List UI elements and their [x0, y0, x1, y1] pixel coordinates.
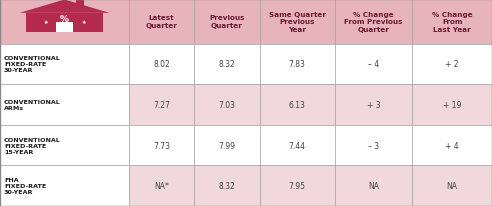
Text: + 4: + 4: [445, 141, 459, 150]
Text: NA*: NA*: [154, 181, 169, 190]
Text: % Change
From Previous
Quarter: % Change From Previous Quarter: [344, 12, 402, 33]
Text: 6.13: 6.13: [289, 101, 306, 109]
Text: 8.02: 8.02: [153, 60, 170, 69]
Bar: [412, 0, 492, 44]
Bar: [26, 14, 103, 32]
Text: + 2: + 2: [445, 60, 459, 69]
Bar: [129, 166, 194, 206]
Text: Same Quarter
Previous
Year: Same Quarter Previous Year: [269, 12, 326, 33]
Bar: [260, 125, 335, 166]
Text: ♠: ♠: [43, 20, 47, 25]
Bar: [260, 44, 335, 85]
Text: – 4: – 4: [368, 60, 379, 69]
Bar: [194, 44, 260, 85]
Text: 7.95: 7.95: [289, 181, 306, 190]
Text: Latest
Quarter: Latest Quarter: [146, 15, 178, 29]
Bar: [412, 125, 492, 166]
Bar: [335, 166, 412, 206]
Bar: [0, 125, 129, 166]
Bar: [76, 0, 84, 8]
Text: + 19: + 19: [443, 101, 461, 109]
Text: 7.27: 7.27: [153, 101, 170, 109]
Bar: [194, 166, 260, 206]
Text: 7.83: 7.83: [289, 60, 306, 69]
Text: FHA
FIXED-RATE
30-YEAR: FHA FIXED-RATE 30-YEAR: [4, 177, 46, 194]
Text: %: %: [60, 15, 69, 24]
Text: CONVENTIONAL
ARMs: CONVENTIONAL ARMs: [4, 99, 61, 110]
Bar: [412, 85, 492, 125]
Text: Previous
Quarter: Previous Quarter: [209, 15, 245, 29]
Bar: [335, 44, 412, 85]
Bar: [194, 125, 260, 166]
Text: 7.44: 7.44: [289, 141, 306, 150]
Bar: [335, 125, 412, 166]
Bar: [335, 85, 412, 125]
Text: ♠: ♠: [82, 20, 86, 25]
Bar: [129, 125, 194, 166]
Bar: [194, 85, 260, 125]
Text: 7.73: 7.73: [153, 141, 170, 150]
Polygon shape: [20, 0, 109, 14]
Text: 7.03: 7.03: [218, 101, 236, 109]
Bar: [129, 85, 194, 125]
Bar: [0, 166, 129, 206]
Text: NA: NA: [368, 181, 379, 190]
Bar: [0, 0, 129, 44]
Bar: [56, 23, 73, 32]
Text: + 3: + 3: [367, 101, 380, 109]
Bar: [335, 0, 412, 44]
Text: % Change
From
Last Year: % Change From Last Year: [432, 12, 472, 33]
Text: 7.99: 7.99: [218, 141, 236, 150]
Text: CONVENTIONAL
FIXED-RATE
15-YEAR: CONVENTIONAL FIXED-RATE 15-YEAR: [4, 137, 61, 154]
Bar: [194, 0, 260, 44]
Text: 8.32: 8.32: [218, 60, 236, 69]
Text: 8.32: 8.32: [218, 181, 236, 190]
Bar: [260, 166, 335, 206]
Bar: [129, 0, 194, 44]
Bar: [260, 0, 335, 44]
Bar: [0, 44, 129, 85]
Bar: [260, 85, 335, 125]
Bar: [412, 44, 492, 85]
Bar: [129, 44, 194, 85]
Bar: [412, 166, 492, 206]
Text: – 3: – 3: [368, 141, 379, 150]
Bar: [0, 85, 129, 125]
Text: CONVENTIONAL
FIXED-RATE
30-YEAR: CONVENTIONAL FIXED-RATE 30-YEAR: [4, 56, 61, 73]
Text: NA: NA: [447, 181, 458, 190]
